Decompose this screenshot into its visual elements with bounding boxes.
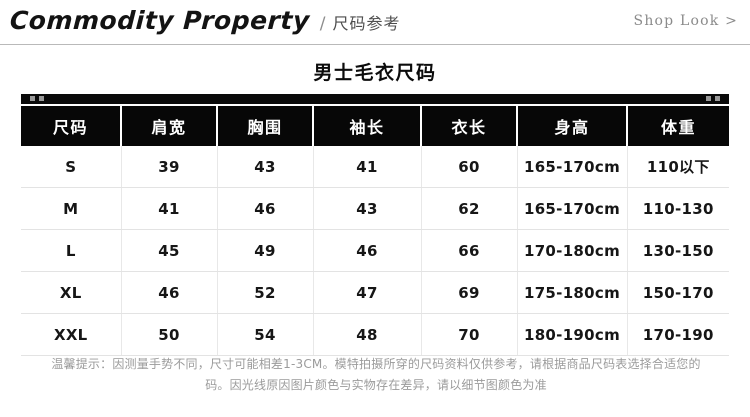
strip-mark-icon <box>39 96 44 101</box>
strip-mark-icon <box>706 96 711 101</box>
table-row: M 41 46 43 62 165-170cm 110-130 <box>21 187 729 230</box>
cell-weight: 150-170 <box>627 271 729 314</box>
table-top-strip <box>21 94 729 104</box>
cell-bust: 43 <box>217 146 314 188</box>
cell-height: 180-190cm <box>517 313 628 356</box>
cell-height: 170-180cm <box>517 229 628 272</box>
cell-length: 62 <box>421 187 518 230</box>
shop-look-link[interactable]: Shop Look > <box>633 13 738 29</box>
column-header-shoulder: 肩宽 <box>121 106 218 146</box>
cell-sleeve: 46 <box>313 229 422 272</box>
column-header-length: 衣长 <box>421 106 518 146</box>
column-header-size: 尺码 <box>21 106 122 146</box>
cell-shoulder: 50 <box>121 313 218 356</box>
cell-length: 70 <box>421 313 518 356</box>
cell-sleeve: 48 <box>313 313 422 356</box>
page-header: Commodity Property / 尺码参考 Shop Look > <box>0 0 750 45</box>
size-chart-table: 尺码 肩宽 胸围 袖长 衣长 身高 体重 S 39 43 41 60 165-1… <box>21 106 729 356</box>
disclaimer-note: 温馨提示：因测量手势不同，尺寸可能相差1-3CM。模特拍摄所穿的尺码资料仅供参考… <box>51 357 701 392</box>
strip-mark-icon <box>30 96 35 101</box>
brand-separator: / <box>319 14 326 34</box>
size-chart-heading: 男士毛衣尺码 <box>313 62 437 84</box>
brand-block: Commodity Property / 尺码参考 <box>9 6 401 35</box>
cell-bust: 54 <box>217 313 314 356</box>
cell-size: M <box>21 187 122 230</box>
cell-shoulder: 39 <box>121 146 218 188</box>
cell-sleeve: 43 <box>313 187 422 230</box>
table-header: 尺码 肩宽 胸围 袖长 衣长 身高 体重 <box>21 106 729 146</box>
cell-bust: 49 <box>217 229 314 272</box>
column-header-bust: 胸围 <box>217 106 314 146</box>
column-header-weight: 体重 <box>627 106 729 146</box>
brand-subtitle: 尺码参考 <box>332 14 401 33</box>
cell-length: 66 <box>421 229 518 272</box>
cell-weight: 110-130 <box>627 187 729 230</box>
cell-length: 60 <box>421 146 518 188</box>
table-row: S 39 43 41 60 165-170cm 110以下 <box>21 146 729 188</box>
cell-bust: 46 <box>217 187 314 230</box>
cell-weight: 170-190 <box>627 313 729 356</box>
cell-size: XXL <box>21 313 122 356</box>
table-body: S 39 43 41 60 165-170cm 110以下 M 41 46 43… <box>21 146 729 356</box>
brand-title: Commodity Property <box>9 6 311 35</box>
column-header-sleeve: 袖长 <box>313 106 422 146</box>
table-row: XXL 50 54 48 70 180-190cm 170-190 <box>21 313 729 356</box>
cell-bust: 52 <box>217 271 314 314</box>
cell-length: 69 <box>421 271 518 314</box>
cell-height: 175-180cm <box>517 271 628 314</box>
cell-size: XL <box>21 271 122 314</box>
column-header-height: 身高 <box>517 106 628 146</box>
cell-sleeve: 47 <box>313 271 422 314</box>
table-header-row: 尺码 肩宽 胸围 袖长 衣长 身高 体重 <box>21 106 729 146</box>
cell-size: L <box>21 229 122 272</box>
cell-weight: 130-150 <box>627 229 729 272</box>
cell-weight: 110以下 <box>627 146 729 188</box>
cell-shoulder: 41 <box>121 187 218 230</box>
cell-sleeve: 41 <box>313 146 422 188</box>
cell-shoulder: 46 <box>121 271 218 314</box>
table-row: XL 46 52 47 69 175-180cm 150-170 <box>21 271 729 314</box>
cell-shoulder: 45 <box>121 229 218 272</box>
cell-height: 165-170cm <box>517 146 628 188</box>
table-row: L 45 49 46 66 170-180cm 130-150 <box>21 229 729 272</box>
cell-size: S <box>21 146 122 188</box>
strip-mark-icon <box>715 96 720 101</box>
cell-height: 165-170cm <box>517 187 628 230</box>
